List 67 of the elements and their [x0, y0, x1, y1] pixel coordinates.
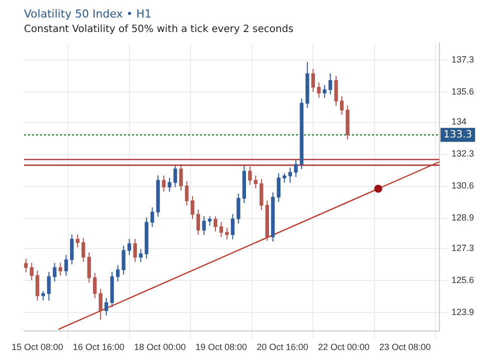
- candlestick: [219, 222, 224, 238]
- candlestick: [230, 214, 235, 240]
- candlestick: [328, 72, 332, 95]
- candlestick: [190, 196, 194, 220]
- candlestick: [202, 216, 206, 236]
- candlestick: [294, 159, 298, 178]
- x-tick-label: 23 Oct 08:00: [379, 342, 431, 352]
- candlestick: [41, 290, 45, 302]
- candlestick: [311, 68, 315, 92]
- candlestick: [317, 82, 321, 98]
- y-tick-label: 135.6: [451, 86, 474, 97]
- y-tick-label: 123.9: [451, 306, 474, 317]
- y-tick-label: 130.6: [451, 180, 474, 191]
- candlestick: [236, 193, 240, 224]
- candlestick: [254, 175, 258, 189]
- candlestick: [276, 172, 280, 202]
- candlestick: [208, 216, 212, 226]
- chart-title: Volatility 50 Index • H1: [24, 7, 152, 20]
- candlestick: [168, 177, 172, 192]
- chart-subtitle: Constant Volatility of 50% with a tick every 2 seconds: [24, 24, 294, 35]
- candlestick: [98, 288, 102, 320]
- y-tick-label: 127.3: [451, 242, 474, 253]
- x-tick-label: 19 Oct 08:00: [195, 342, 247, 352]
- candlestick: [162, 175, 166, 192]
- candlestick: [184, 180, 189, 206]
- candlestick: [150, 206, 154, 228]
- x-tick-label: 15 Oct 08:00: [12, 342, 64, 352]
- candlestick: [58, 262, 62, 276]
- candlestick: [133, 238, 137, 262]
- candlestick: [334, 75, 338, 106]
- candlestick: [30, 262, 34, 281]
- candlestick: [87, 252, 91, 283]
- candlestick: [70, 234, 74, 265]
- candlestick: [225, 227, 229, 240]
- candlestick: [288, 167, 292, 184]
- candlestick: [248, 166, 252, 186]
- y-tick-label: 134: [451, 116, 467, 127]
- y-tick-label: 128.9: [451, 212, 474, 223]
- x-tick-label: 22 Oct 00:00: [318, 342, 370, 352]
- candlestick: [127, 238, 132, 256]
- candlestick: [138, 248, 143, 262]
- candlestick: [340, 96, 344, 116]
- candlestick: [93, 272, 97, 299]
- candlestick: [64, 254, 68, 276]
- y-tick-label: 132.3: [451, 148, 474, 159]
- y-tick-label: 125.6: [451, 274, 474, 285]
- candlestick: [47, 271, 51, 302]
- y-tick-label: 137.3: [451, 54, 474, 65]
- candlestick: [196, 209, 200, 236]
- candlestick: [282, 172, 286, 184]
- candlestick: [116, 264, 120, 282]
- candlestick: [76, 234, 80, 248]
- candlestick: [104, 297, 108, 316]
- candlestick: [24, 258, 28, 273]
- x-tick-label: 16 Oct 16:00: [72, 342, 124, 352]
- candlestick: [36, 270, 40, 302]
- candlestick: [214, 216, 218, 232]
- x-tick-label: 18 Oct 00:00: [134, 342, 186, 352]
- candlestick: [52, 262, 56, 282]
- x-tick-label: 20 Oct 16:00: [256, 342, 308, 352]
- candlestick: [179, 164, 183, 192]
- candlestick: [173, 165, 178, 188]
- candlestick: [122, 245, 126, 276]
- candlestick: [322, 84, 326, 98]
- candlestick: [260, 178, 264, 210]
- candlestick: [82, 237, 86, 262]
- ref-line-label: 133.3: [443, 129, 472, 140]
